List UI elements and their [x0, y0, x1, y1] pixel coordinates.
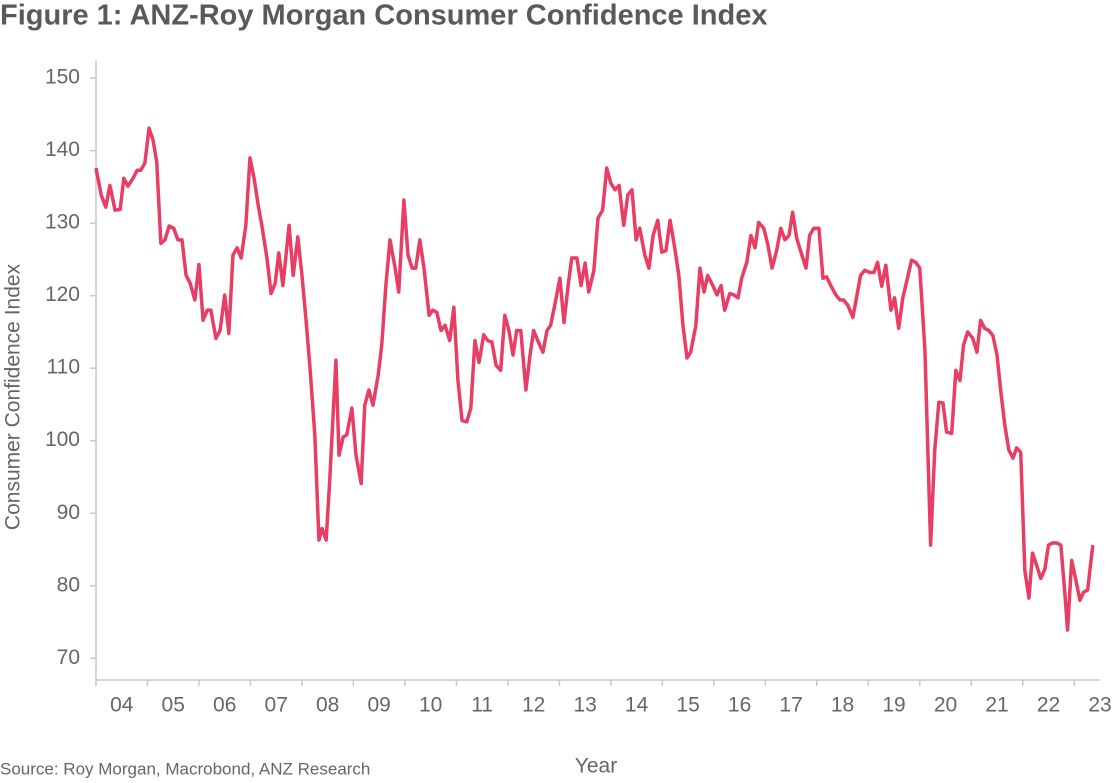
x-tick-label: 19 — [882, 694, 905, 717]
x-tick-label: 12 — [522, 694, 545, 717]
x-tick-label: 04 — [110, 694, 134, 717]
y-tick-label: 130 — [45, 211, 80, 234]
x-tick-label: 06 — [213, 694, 236, 717]
y-tick-label: 70 — [57, 646, 80, 669]
source-note: Source: Roy Morgan, Macrobond, ANZ Resea… — [0, 759, 370, 778]
x-axis-label: Year — [575, 755, 617, 778]
x-tick-label: 16 — [728, 694, 751, 717]
data-line — [94, 126, 1095, 632]
x-tick-label: 10 — [419, 694, 442, 717]
y-tick-label: 120 — [45, 283, 80, 306]
y-tick-label: 80 — [57, 573, 80, 596]
y-tick-label: 140 — [45, 138, 80, 161]
x-tick-label: 20 — [934, 694, 957, 717]
chart-title: Figure 1: ANZ-Roy Morgan Consumer Confid… — [0, 0, 767, 32]
x-tick-label: 09 — [367, 694, 390, 717]
x-tick-label: 17 — [779, 694, 802, 717]
y-tick-label: 150 — [45, 66, 80, 89]
x-tick-label: 05 — [162, 694, 185, 717]
y-axis-label: Consumer Confidence Index — [2, 263, 25, 530]
x-tick-label: 18 — [831, 694, 854, 717]
x-tick-label: 13 — [573, 694, 596, 717]
y-tick-label: 110 — [47, 356, 80, 379]
x-tick-label: 14 — [625, 694, 649, 717]
x-tick-label: 08 — [316, 694, 339, 717]
x-tick-label: 15 — [676, 694, 699, 717]
x-tick-label: 22 — [1037, 694, 1060, 717]
y-tick-label: 90 — [57, 501, 80, 524]
x-tick-label: 23 — [1088, 694, 1111, 717]
y-tick-label: 100 — [45, 428, 80, 451]
x-tick-label: 21 — [985, 694, 1008, 717]
x-tick-label: 07 — [265, 694, 288, 717]
x-tick-label: 11 — [471, 694, 493, 717]
